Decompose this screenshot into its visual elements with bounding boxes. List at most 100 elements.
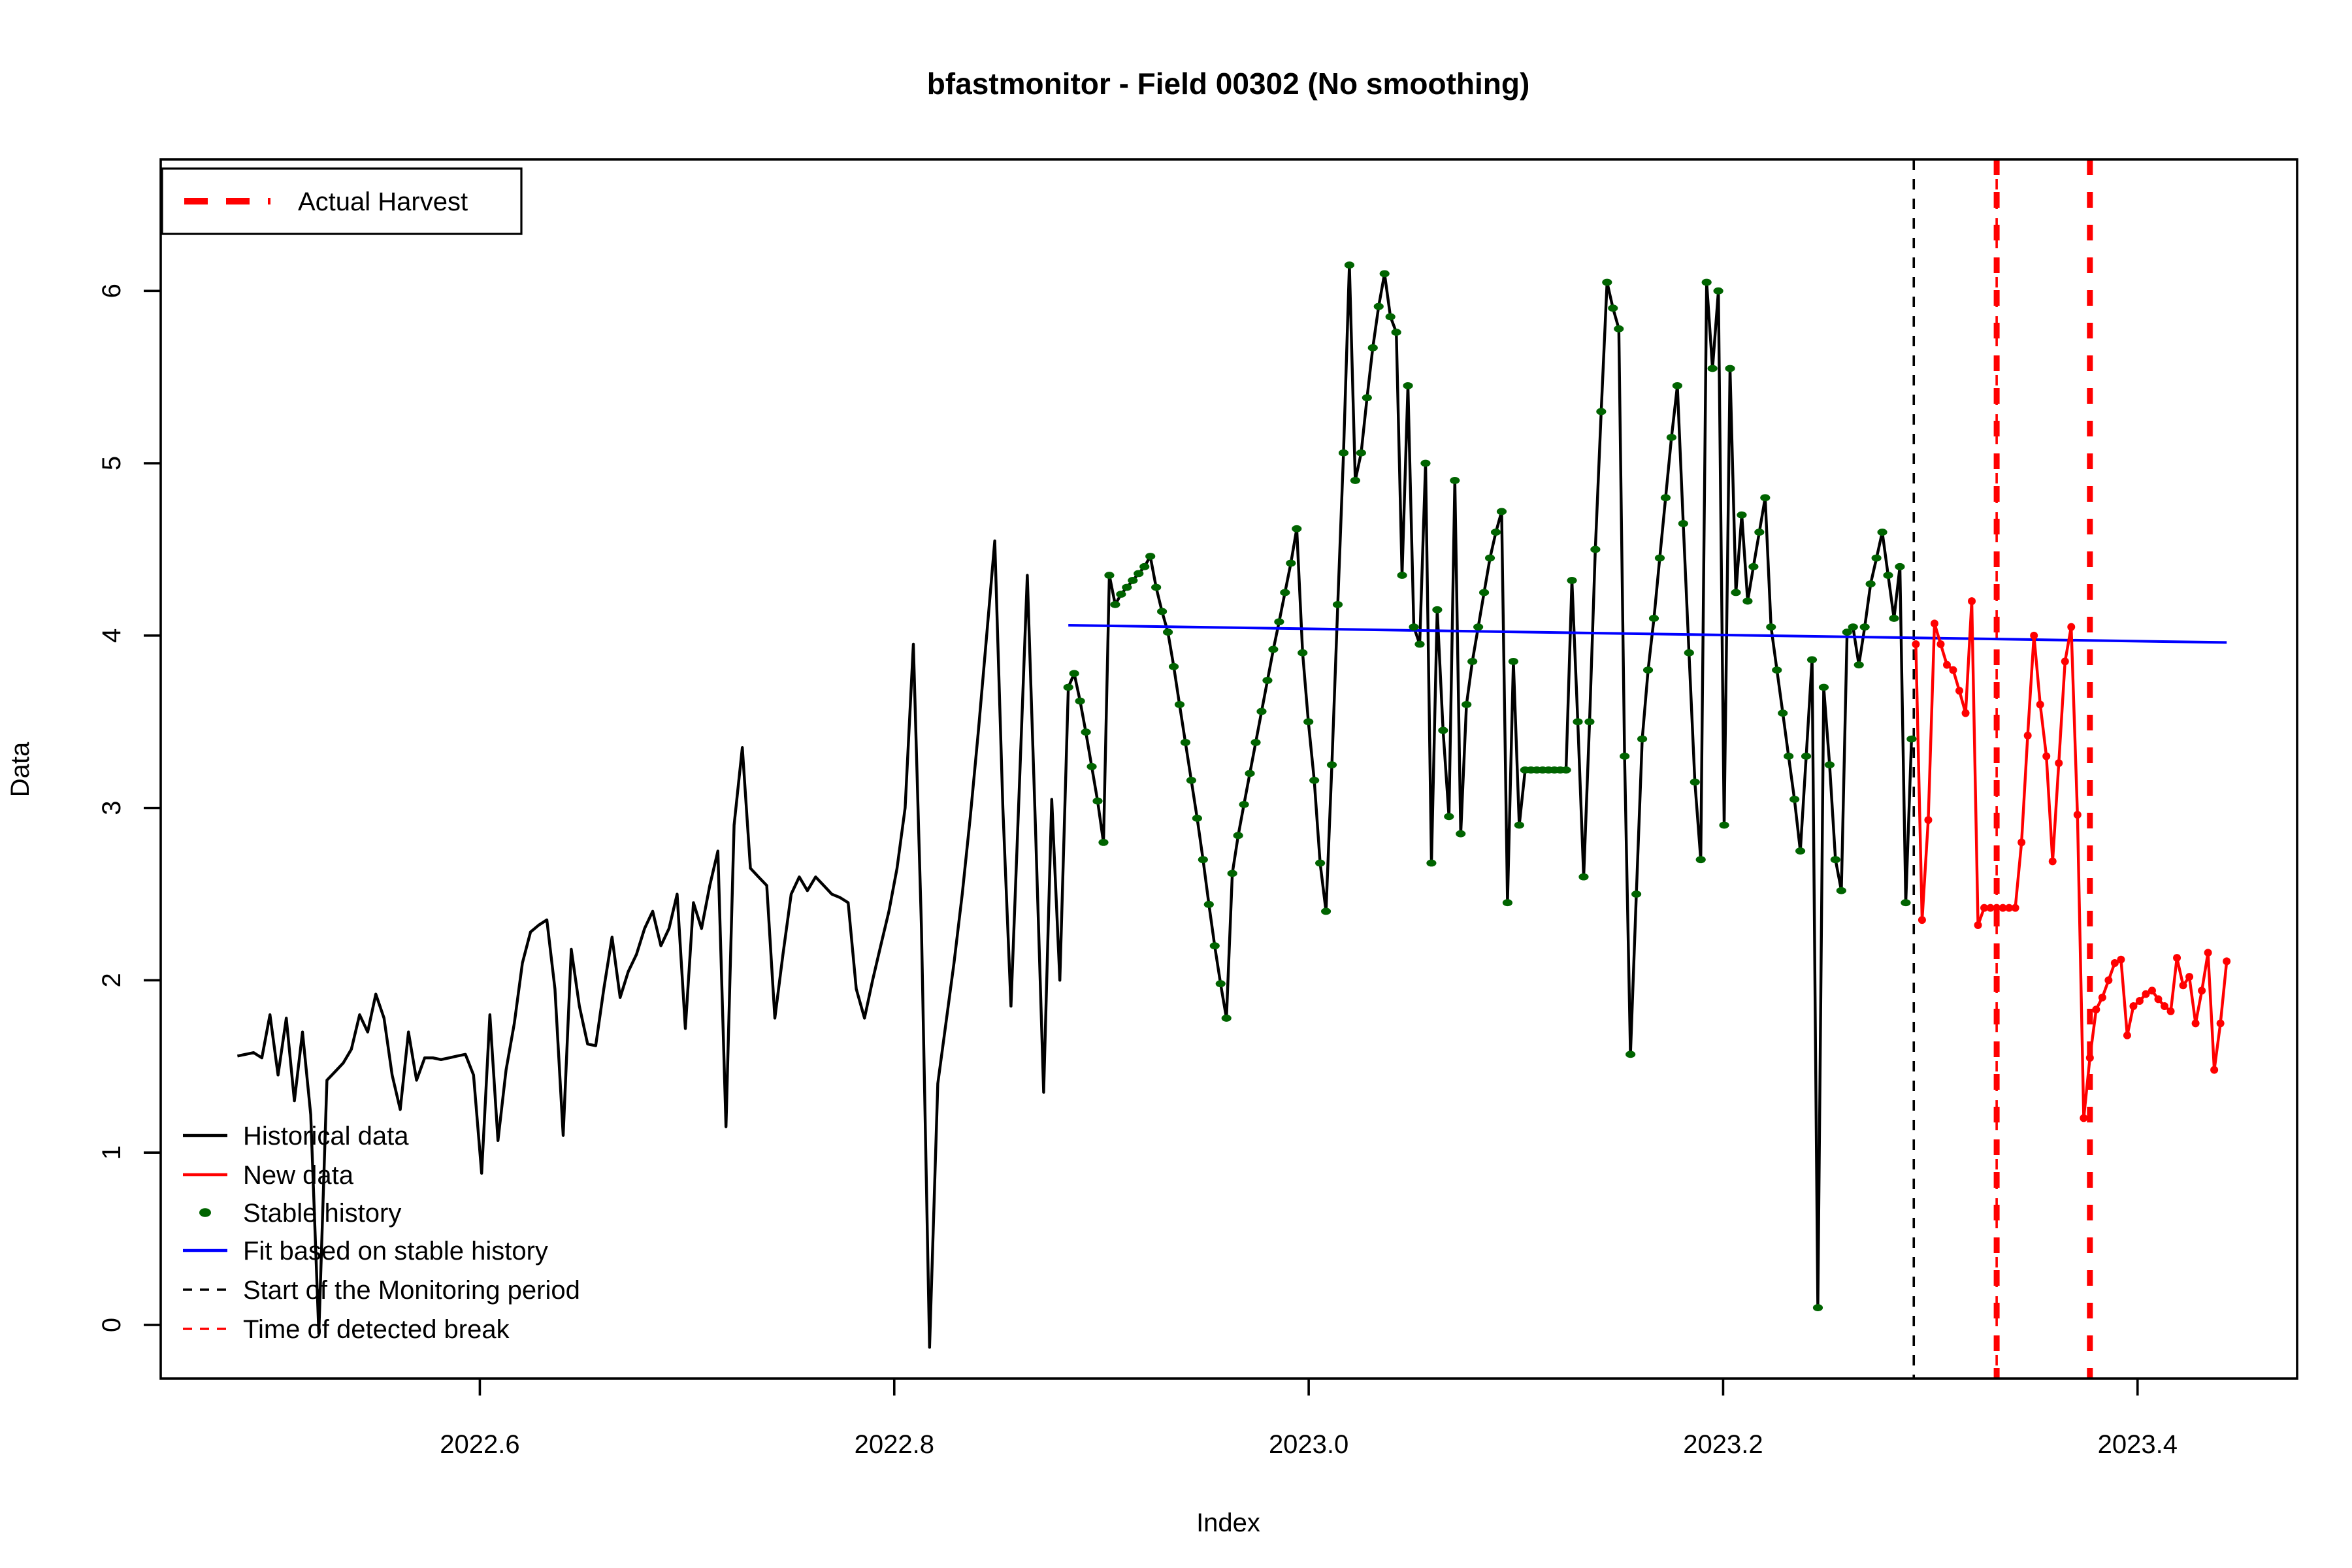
new-data-dot xyxy=(2030,631,2038,640)
stable-history-dot xyxy=(1578,873,1589,881)
stable-history-dot xyxy=(1356,449,1366,457)
stable-history-dot xyxy=(1245,770,1255,777)
stable-history-dot xyxy=(1473,623,1484,631)
stable-history-dot xyxy=(1842,629,1852,636)
new-data-dot xyxy=(2179,981,2187,990)
stable-history-dot xyxy=(1672,382,1682,389)
stable-history-dot xyxy=(1484,554,1495,562)
new-data-dot xyxy=(2023,731,2032,740)
stable-history-dot xyxy=(1162,629,1173,636)
stable-history-dot xyxy=(1508,657,1518,665)
stable-history-dot xyxy=(1836,887,1846,894)
stable-history-dot xyxy=(1069,670,1079,678)
stable-history-dot xyxy=(1303,718,1314,726)
stable-history-dot xyxy=(1438,727,1448,734)
x-tick-label: 2023.4 xyxy=(2098,1430,2178,1459)
stable-history-dot xyxy=(1901,899,1911,907)
stable-history-dot xyxy=(1456,830,1466,838)
legend-actual-harvest: Actual Harvest xyxy=(161,167,523,235)
stable-history-dot xyxy=(1778,710,1788,717)
y-tick-label: 5 xyxy=(97,456,126,470)
legend-box xyxy=(161,167,523,235)
new-data-dot xyxy=(2166,1007,2175,1015)
new-data-dot xyxy=(2142,990,2150,998)
stable-history-dot xyxy=(1081,728,1091,736)
new-data-dot xyxy=(2048,857,2057,866)
new-data-dot xyxy=(2061,657,2069,666)
stable-history-dot xyxy=(1806,656,1818,664)
stable-history-dot xyxy=(1338,449,1349,457)
stable-history-dot xyxy=(1678,519,1688,527)
stable-history-dot xyxy=(1134,570,1144,578)
new-data-dot xyxy=(2073,811,2082,819)
new-data-dot xyxy=(2154,995,2163,1004)
stable-history-dot xyxy=(1110,600,1120,608)
legend-label-start-of-the-monitoring-period: Start of the Monitoring period xyxy=(243,1276,580,1305)
stable-history-dot xyxy=(1514,821,1524,829)
stable-history-dot xyxy=(1063,683,1073,691)
new-data-dot xyxy=(2185,973,2194,981)
new-data-dot xyxy=(1961,709,1970,717)
new-data-dot xyxy=(2005,904,2014,912)
stable-history-dot xyxy=(1145,553,1156,560)
stable-history-dot xyxy=(1871,554,1882,562)
stable-history-dot xyxy=(1608,304,1618,312)
stable-history-dot xyxy=(1737,511,1747,519)
stable-history-dot xyxy=(1250,738,1261,746)
stable-history-dot xyxy=(1695,856,1706,864)
stable-history-dot xyxy=(1385,313,1396,321)
legend-sample-stable-history xyxy=(199,1208,211,1217)
stable-history-dot xyxy=(1298,649,1308,657)
x-axis-label: Index xyxy=(1196,1509,1260,1537)
stable-history-dot xyxy=(1654,554,1665,562)
stable-history-dot xyxy=(1812,1304,1823,1311)
stable-history-dot xyxy=(1280,589,1290,596)
stable-history-dot xyxy=(1379,270,1390,278)
stable-history-dot xyxy=(1496,508,1507,515)
stable-history-dot xyxy=(1760,494,1771,502)
stable-history-dot xyxy=(1432,606,1443,613)
stable-history-dot xyxy=(1637,735,1648,743)
stable-history-dot xyxy=(1666,434,1677,441)
new-data-dot xyxy=(2110,959,2119,968)
new-data-dot xyxy=(1986,904,1995,912)
new-data-dot xyxy=(2085,1054,2094,1062)
legend-label-actual-harvest: Actual Harvest xyxy=(298,188,468,216)
stable-history-dot xyxy=(1620,753,1630,760)
y-tick-label: 4 xyxy=(97,629,126,643)
stable-history-dot xyxy=(1397,572,1407,579)
y-tick-label: 0 xyxy=(97,1318,126,1332)
new-data-dot xyxy=(2148,987,2156,995)
y-tick-label: 1 xyxy=(97,1145,126,1160)
stable-history-dot xyxy=(1192,815,1202,822)
new-data-dot xyxy=(2210,1066,2219,1074)
stable-history-dot xyxy=(1748,563,1759,570)
stable-history-dot xyxy=(1092,797,1103,805)
chart-title: bfastmonitor - Field 00302 (No smoothing… xyxy=(927,67,1530,101)
plot-area xyxy=(237,159,2231,1379)
stable-history-dot xyxy=(1326,761,1337,769)
new-data-dot xyxy=(2123,1031,2131,1039)
stable-history-dot xyxy=(1830,856,1840,864)
stable-history-dot xyxy=(1889,615,1899,622)
stable-history-dot xyxy=(1426,859,1437,867)
new-data-dot xyxy=(2017,838,2026,847)
stable-history-dot xyxy=(1104,572,1115,579)
stable-history-dot xyxy=(1203,900,1214,908)
new-data-dot xyxy=(1980,904,1989,912)
new-data-dot xyxy=(2129,1002,2138,1010)
stable-history-dot xyxy=(1742,597,1753,605)
y-tick-label: 2 xyxy=(97,973,126,987)
stable-history-dot xyxy=(1262,677,1273,684)
stable-history-dot xyxy=(1701,278,1712,286)
y-tick-label: 6 xyxy=(97,284,126,298)
stable-history-dot xyxy=(1642,666,1654,674)
stable-history-dot xyxy=(1660,494,1671,502)
stable-history-dot xyxy=(1239,800,1249,808)
stable-history-dot xyxy=(1350,477,1360,484)
new-data-dot xyxy=(2080,1114,2088,1122)
stable-history-dot xyxy=(1414,640,1425,648)
new-data-dot xyxy=(2204,949,2212,957)
